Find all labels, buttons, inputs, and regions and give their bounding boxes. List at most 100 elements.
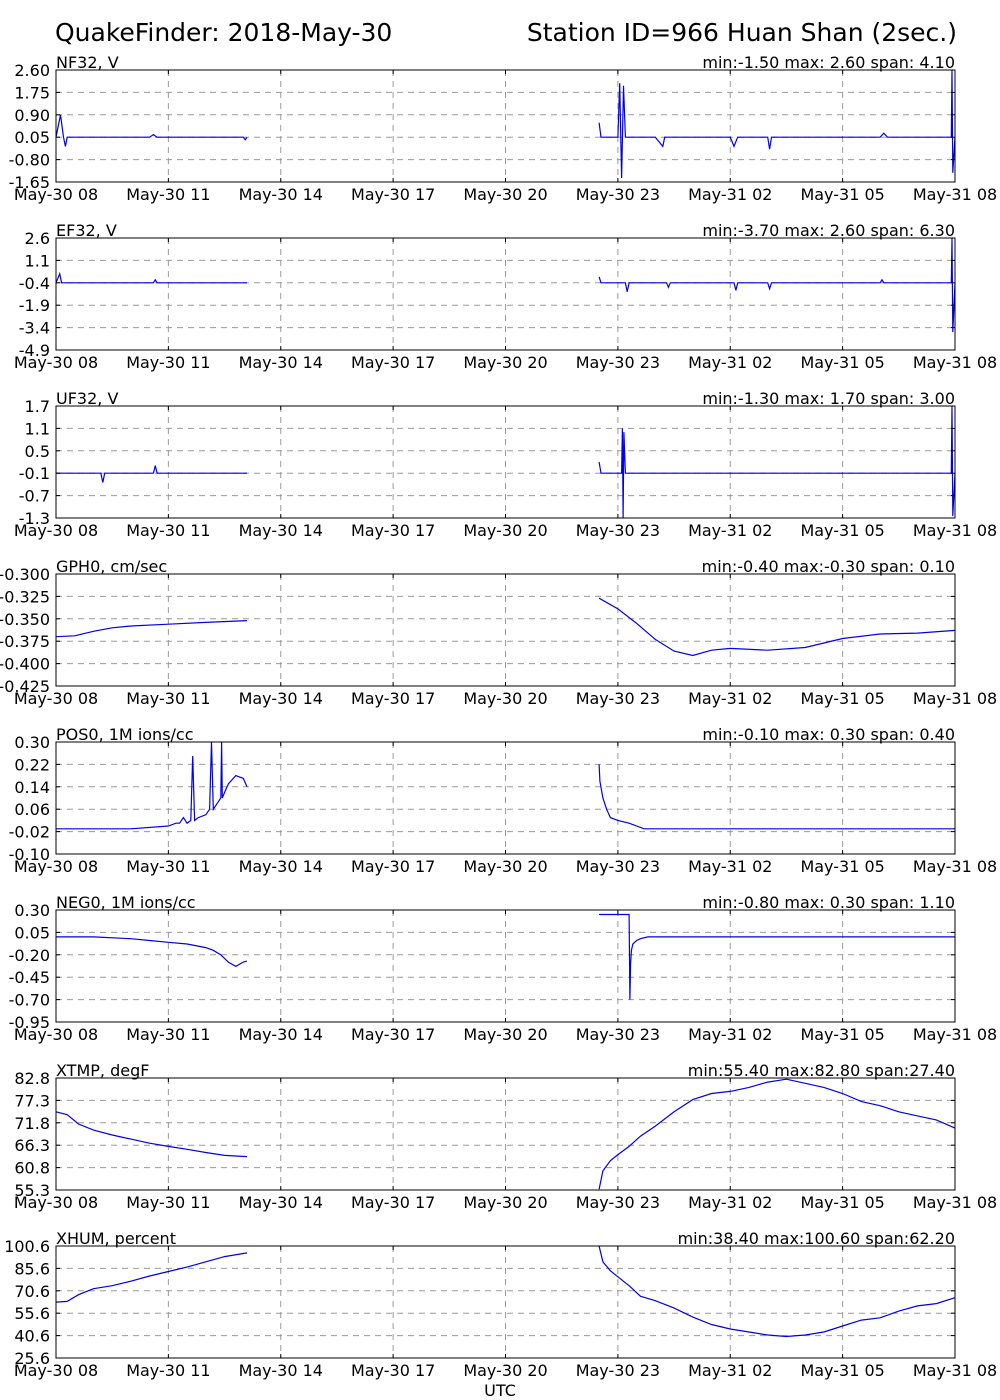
- panel-label: NF32, V: [56, 53, 119, 72]
- y-tick-label: 1.7: [25, 397, 50, 416]
- y-tick-label: -1.3: [19, 509, 50, 528]
- y-tick-label: 85.6: [14, 1259, 50, 1278]
- data-trace-segment: [55, 1252, 248, 1303]
- data-trace-segment: [55, 271, 247, 284]
- y-tick-label: 70.6: [14, 1282, 50, 1301]
- y-tick-label: -1.65: [9, 173, 50, 192]
- y-tick-label: -0.425: [0, 677, 50, 696]
- x-tick-label: May-30 14: [239, 857, 323, 876]
- x-tick-label: May-30 08: [14, 521, 98, 540]
- panel-stats: min:-3.70 max: 2.60 span: 6.30: [702, 221, 955, 240]
- x-tick-label: May-31 08: [913, 521, 997, 540]
- data-trace-segment: [598, 597, 956, 657]
- x-tick-label: May-30 14: [239, 1025, 323, 1044]
- x-tick-label: May-31 02: [688, 1193, 772, 1212]
- x-tick-label: May-30 11: [126, 857, 210, 876]
- x-tick-label: May-30 08: [14, 1025, 98, 1044]
- x-axis-label: UTC: [484, 1381, 516, 1400]
- y-tick-label: 0.05: [14, 128, 50, 147]
- panel-stats: min:-0.40 max:-0.30 span: 0.10: [702, 557, 955, 576]
- x-tick-label: May-31 02: [688, 521, 772, 540]
- x-tick-label: May-30 14: [239, 521, 323, 540]
- y-tick-label: -4.9: [19, 341, 50, 360]
- x-tick-label: May-30 23: [576, 353, 660, 372]
- x-tick-label: May-30 08: [14, 185, 98, 204]
- x-tick-label: May-30 11: [126, 1193, 210, 1212]
- x-tick-label: May-31 08: [913, 353, 997, 372]
- y-tick-label: -0.80: [9, 151, 50, 170]
- x-tick-label: May-31 08: [913, 1025, 997, 1044]
- x-tick-label: May-31 02: [688, 353, 772, 372]
- x-tick-label: May-30 17: [351, 1193, 435, 1212]
- x-tick-label: May-30 23: [576, 1361, 660, 1380]
- y-tick-label: 25.6: [14, 1349, 50, 1368]
- x-tick-label: May-30 23: [576, 185, 660, 204]
- x-tick-label: May-30 14: [239, 689, 323, 708]
- x-tick-label: May-30 14: [239, 1361, 323, 1380]
- x-tick-label: May-31 08: [913, 689, 997, 708]
- data-trace-segment: [598, 69, 956, 179]
- x-tick-label: May-30 17: [351, 185, 435, 204]
- y-tick-label: 0.22: [14, 755, 50, 774]
- y-tick-label: -0.20: [9, 946, 50, 965]
- x-tick-label: May-31 02: [688, 1361, 772, 1380]
- x-tick-label: May-30 23: [576, 857, 660, 876]
- y-tick-label: -0.4: [19, 274, 50, 293]
- panel-stats: min:-1.30 max: 1.70 span: 3.00: [702, 389, 955, 408]
- x-tick-label: May-31 05: [800, 185, 884, 204]
- panel-stats: min:38.40 max:100.60 span:62.20: [678, 1229, 955, 1248]
- panel-label: POS0, 1M ions/cc: [56, 725, 194, 744]
- x-tick-label: May-31 05: [800, 521, 884, 540]
- data-trace-segment: [56, 936, 248, 968]
- x-tick-label: May-30 11: [126, 185, 210, 204]
- x-tick-label: May-30 20: [463, 857, 547, 876]
- data-trace-segment: [598, 1078, 956, 1190]
- y-tick-label: -0.400: [0, 655, 50, 674]
- panel-label: XTMP, degF: [56, 1061, 149, 1080]
- data-trace-segment: [598, 237, 956, 333]
- y-tick-label: -0.10: [9, 845, 50, 864]
- x-tick-label: May-30 20: [463, 1193, 547, 1212]
- y-tick-label: 0.05: [14, 923, 50, 942]
- y-tick-label: 0.90: [14, 106, 50, 125]
- x-tick-label: May-31 08: [913, 857, 997, 876]
- y-tick-label: 82.8: [14, 1069, 50, 1088]
- x-tick-label: May-30 17: [351, 1025, 435, 1044]
- panel-label: UF32, V: [56, 389, 118, 408]
- x-tick-label: May-31 08: [913, 1193, 997, 1212]
- y-tick-label: 0.5: [25, 442, 50, 461]
- panel-label: GPH0, cm/sec: [56, 557, 167, 576]
- x-tick-label: May-30 08: [14, 353, 98, 372]
- x-tick-label: May-31 05: [800, 1025, 884, 1044]
- panel-stats: min:-0.80 max: 0.30 span: 1.10: [702, 893, 955, 912]
- x-tick-label: May-31 02: [688, 689, 772, 708]
- y-tick-label: 1.75: [14, 83, 50, 102]
- x-tick-label: May-30 17: [351, 1361, 435, 1380]
- x-tick-label: May-31 05: [800, 1361, 884, 1380]
- panel-label: EF32, V: [56, 221, 117, 240]
- y-tick-label: 77.3: [14, 1091, 50, 1110]
- panel-stats: min:55.40 max:82.80 span:27.40: [688, 1061, 955, 1080]
- x-tick-label: May-30 20: [463, 521, 547, 540]
- x-tick-label: May-30 20: [463, 1025, 547, 1044]
- y-tick-label: -1.9: [19, 296, 50, 315]
- x-tick-label: May-31 05: [800, 689, 884, 708]
- x-tick-label: May-30 14: [239, 1193, 323, 1212]
- x-tick-label: May-31 08: [913, 185, 997, 204]
- y-tick-label: -0.375: [0, 632, 50, 651]
- panel-stats: min:-1.50 max: 2.60 span: 4.10: [702, 53, 955, 72]
- x-tick-label: May-30 08: [14, 1193, 98, 1212]
- y-tick-label: 60.8: [14, 1159, 50, 1178]
- x-tick-label: May-30 11: [126, 689, 210, 708]
- data-trace-segment: [598, 1245, 956, 1338]
- y-tick-label: 66.3: [14, 1136, 50, 1155]
- y-tick-label: 55.6: [14, 1304, 50, 1323]
- y-tick-label: -0.02: [9, 823, 50, 842]
- x-tick-label: May-31 05: [800, 353, 884, 372]
- data-trace-segment: [598, 764, 955, 830]
